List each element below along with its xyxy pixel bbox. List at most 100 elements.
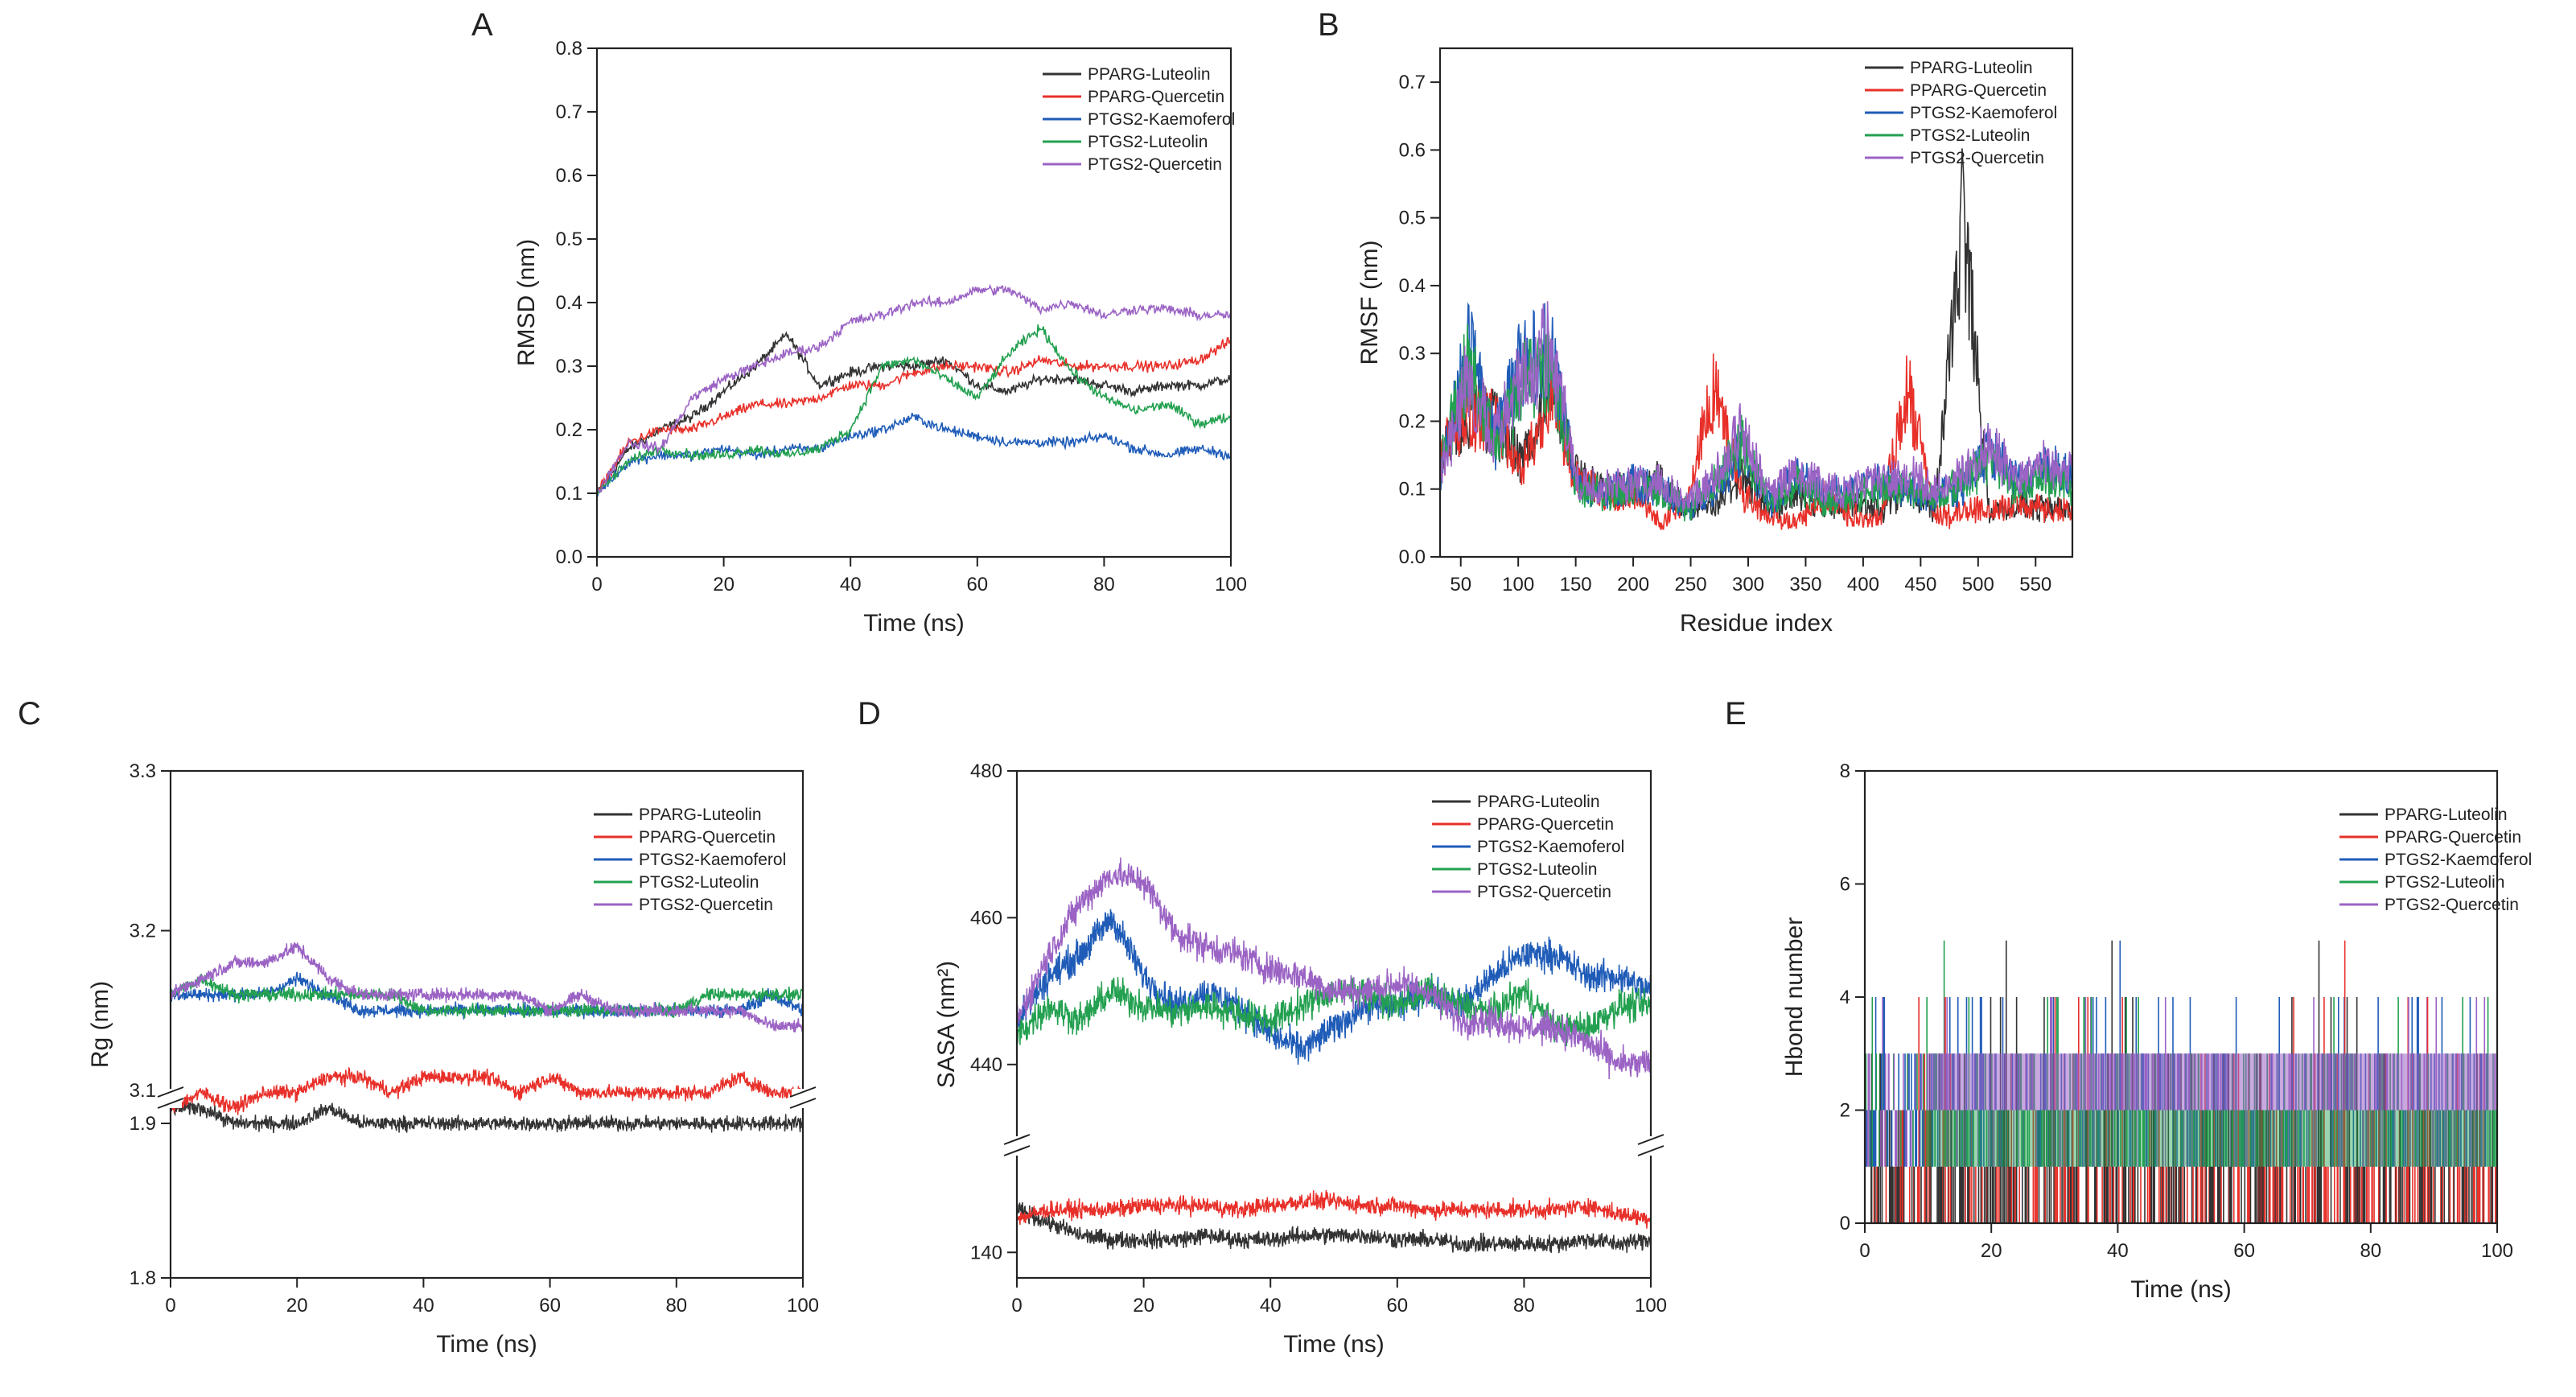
x-tick-label: 20 xyxy=(286,1295,308,1317)
y-tick-label: 0 xyxy=(1840,1213,1850,1234)
x-axis-label: Time (ns) xyxy=(2130,1276,2232,1303)
y-tick-label: 2 xyxy=(1840,1100,1850,1122)
y-tick-label: 0.1 xyxy=(1399,479,1426,501)
legend-label: PTGS2-Quercetin xyxy=(639,896,773,914)
y-tick-label: 0.2 xyxy=(1399,410,1426,432)
x-tick-label: 80 xyxy=(1513,1295,1535,1317)
x-tick-label: 20 xyxy=(1133,1295,1154,1317)
y-axis-label: Hbond number xyxy=(1781,917,1808,1077)
x-tick-label: 60 xyxy=(2233,1240,2255,1262)
legend-label: PTGS2-Kaemoferol xyxy=(639,851,786,869)
x-tick-label: 20 xyxy=(1981,1240,2002,1262)
x-tick-label: 550 xyxy=(2019,574,2051,595)
y-tick-label: 8 xyxy=(1840,760,1850,782)
y-axis-label: SASA (nm²) xyxy=(933,961,960,1088)
y-tick-label: 140 xyxy=(970,1242,1002,1263)
series-line xyxy=(1016,857,1652,1082)
x-tick-label: 0 xyxy=(165,1295,175,1317)
legend-label: PPARG-Quercetin xyxy=(639,828,776,847)
plot-frame-B xyxy=(1438,47,2074,558)
y-tick-label: 0.6 xyxy=(1399,139,1426,161)
y-tick-label: 0.5 xyxy=(556,229,582,250)
y-tick-label: 4 xyxy=(1840,987,1850,1008)
axis-break-mark xyxy=(1003,1145,1031,1156)
legend-label: PTGS2-Luteolin xyxy=(2385,873,2504,892)
legend-label: PPARG-Quercetin xyxy=(1088,88,1224,106)
legend-label: PPARG-Luteolin xyxy=(639,806,762,824)
y-tick-label: 460 xyxy=(970,907,1002,929)
series-line xyxy=(170,973,804,1019)
series-line xyxy=(170,1066,804,1115)
x-tick-label: 20 xyxy=(713,574,735,595)
legend-label: PTGS2-Kaemoferol xyxy=(1910,104,2057,122)
x-tick-label: 100 xyxy=(1502,574,1534,595)
x-axis-label: Time (ns) xyxy=(436,1331,537,1358)
x-tick-label: 250 xyxy=(1675,574,1707,595)
y-tick-label: 0.1 xyxy=(556,483,582,505)
x-axis-label: Residue index xyxy=(1680,610,1833,637)
x-tick-label: 100 xyxy=(2481,1240,2513,1262)
axis-break-mark xyxy=(1003,1134,1031,1145)
y-tick-label: 1.9 xyxy=(130,1113,156,1135)
x-tick-label: 100 xyxy=(1215,574,1247,595)
y-tick-label: 0.6 xyxy=(556,165,582,187)
hbond-band xyxy=(1928,1053,2497,1111)
legend-label: PTGS2-Quercetin xyxy=(1477,883,1611,901)
y-tick-label: 0.4 xyxy=(556,292,582,314)
legend-label: PTGS2-Quercetin xyxy=(2385,896,2519,914)
legend-label: PTGS2-Luteolin xyxy=(1088,133,1208,151)
axis-break-mark xyxy=(157,1086,184,1098)
x-tick-label: 60 xyxy=(1386,1295,1408,1317)
x-tick-label: 40 xyxy=(413,1295,434,1317)
y-axis-label: RMSD (nm) xyxy=(513,239,540,366)
legend-label: PPARG-Quercetin xyxy=(1477,815,1614,834)
axis-break-mark xyxy=(1637,1145,1665,1156)
axis-break-mark xyxy=(789,1086,817,1098)
x-tick-label: 200 xyxy=(1617,574,1649,595)
x-tick-label: 50 xyxy=(1450,574,1471,595)
legend-label: PPARG-Quercetin xyxy=(2385,828,2521,847)
hbond-band xyxy=(1928,1110,2497,1167)
axis-break-mark xyxy=(789,1098,817,1109)
y-tick-label: 3.3 xyxy=(130,760,156,782)
series-line xyxy=(1016,909,1652,1065)
y-tick-label: 0.8 xyxy=(556,38,582,60)
series-line xyxy=(596,283,1232,494)
x-tick-label: 40 xyxy=(1260,1295,1282,1317)
x-tick-label: 80 xyxy=(665,1295,687,1317)
y-axis-label: RMSF (nm) xyxy=(1356,241,1383,365)
legend-label: PPARG-Luteolin xyxy=(1477,793,1600,811)
x-tick-label: 60 xyxy=(966,574,988,595)
x-tick-label: 150 xyxy=(1560,574,1592,595)
panel-letter-A: A xyxy=(471,7,493,43)
series-line xyxy=(1439,301,2073,512)
y-tick-label: 0.5 xyxy=(1399,208,1426,229)
plot-frame-C xyxy=(169,769,804,1280)
y-tick-label: 3.1 xyxy=(130,1080,156,1102)
series-line xyxy=(596,336,1232,490)
legend-label: PTGS2-Kaemoferol xyxy=(1088,110,1235,129)
axis-break-mark xyxy=(157,1098,184,1109)
x-axis-label: Time (ns) xyxy=(863,610,965,637)
y-tick-label: 1.8 xyxy=(130,1267,156,1289)
series-line xyxy=(596,412,1232,497)
legend-label: PPARG-Luteolin xyxy=(1088,65,1211,84)
x-tick-label: 0 xyxy=(1859,1240,1870,1262)
x-tick-label: 80 xyxy=(2360,1240,2381,1262)
x-tick-label: 450 xyxy=(1904,574,1936,595)
y-tick-label: 0.4 xyxy=(1399,275,1426,297)
legend-label: PTGS2-Luteolin xyxy=(639,873,759,892)
x-tick-label: 40 xyxy=(2107,1240,2129,1262)
legend-label: PTGS2-Quercetin xyxy=(1088,155,1222,174)
series-line xyxy=(1016,1190,1652,1229)
x-axis-label: Time (ns) xyxy=(1283,1331,1385,1358)
legend-label: PTGS2-Kaemoferol xyxy=(2385,851,2532,869)
series-line xyxy=(170,1100,804,1134)
panel-letter-C: C xyxy=(18,696,41,731)
x-tick-label: 0 xyxy=(1011,1295,1022,1317)
legend-label: PTGS2-Kaemoferol xyxy=(1477,838,1624,856)
y-tick-label: 6 xyxy=(1840,874,1850,896)
x-tick-label: 60 xyxy=(539,1295,561,1317)
x-tick-label: 100 xyxy=(1635,1295,1667,1317)
